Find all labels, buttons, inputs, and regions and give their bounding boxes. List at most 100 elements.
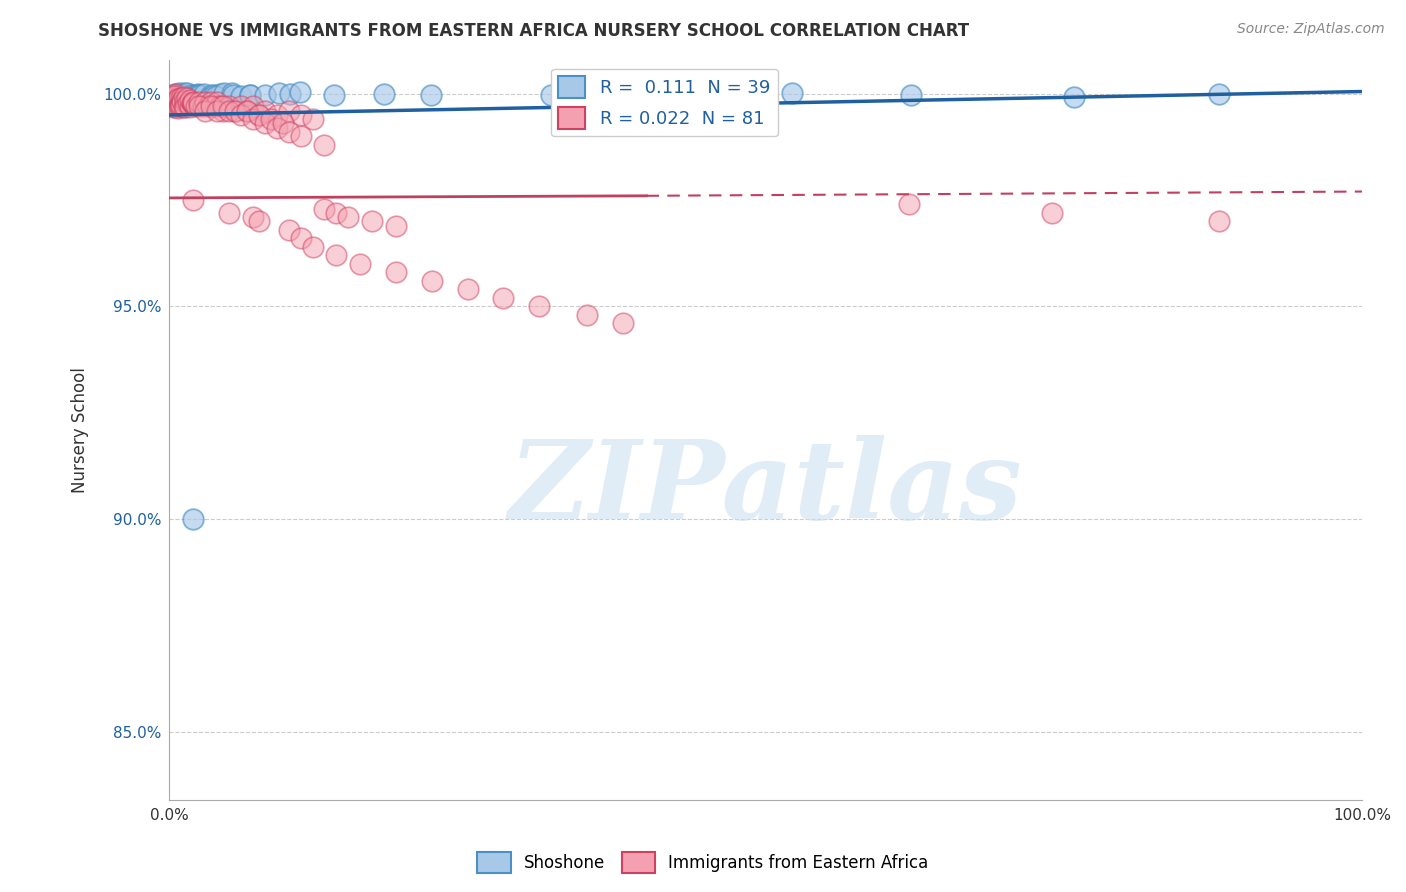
- Point: [492, 291, 515, 305]
- Point: [266, 120, 288, 135]
- Point: [162, 100, 184, 114]
- Point: [325, 248, 347, 262]
- Point: [159, 96, 181, 111]
- Point: [169, 96, 191, 111]
- Point: [198, 91, 221, 105]
- Point: [172, 89, 194, 103]
- Point: [218, 99, 240, 113]
- Point: [325, 206, 347, 220]
- Point: [1063, 90, 1085, 104]
- Point: [323, 87, 346, 102]
- Point: [204, 88, 226, 103]
- Point: [166, 92, 188, 106]
- Point: [1040, 206, 1063, 220]
- Point: [160, 99, 183, 113]
- Point: [271, 116, 294, 130]
- Point: [194, 103, 217, 118]
- Point: [173, 90, 195, 104]
- Point: [165, 87, 187, 101]
- Point: [900, 87, 922, 102]
- Point: [183, 87, 205, 102]
- Text: Source: ZipAtlas.com: Source: ZipAtlas.com: [1237, 22, 1385, 37]
- Point: [208, 99, 231, 113]
- Point: [180, 96, 202, 111]
- Point: [181, 97, 204, 112]
- Point: [242, 99, 264, 113]
- Point: [361, 214, 384, 228]
- Point: [181, 193, 204, 207]
- Point: [163, 87, 186, 101]
- Point: [197, 99, 219, 113]
- Point: [224, 103, 246, 118]
- Point: [658, 89, 681, 103]
- Point: [349, 257, 371, 271]
- Point: [200, 99, 222, 113]
- Point: [163, 88, 186, 103]
- Point: [301, 240, 323, 254]
- Point: [242, 112, 264, 127]
- Point: [167, 99, 190, 113]
- Point: [165, 95, 187, 109]
- Point: [173, 86, 195, 100]
- Point: [575, 308, 598, 322]
- Point: [200, 87, 222, 102]
- Point: [229, 99, 252, 113]
- Point: [218, 103, 240, 118]
- Point: [205, 88, 228, 103]
- Point: [170, 87, 193, 102]
- Point: [188, 95, 211, 110]
- Point: [260, 112, 283, 127]
- Point: [229, 108, 252, 122]
- Point: [177, 95, 200, 110]
- Point: [163, 89, 186, 103]
- Point: [169, 99, 191, 113]
- Point: [314, 137, 336, 152]
- Point: [167, 95, 190, 110]
- Point: [205, 95, 228, 110]
- Point: [247, 108, 270, 122]
- Point: [169, 86, 191, 100]
- Point: [160, 90, 183, 104]
- Point: [1208, 87, 1230, 102]
- Point: [194, 95, 217, 110]
- Point: [173, 95, 195, 109]
- Point: [301, 112, 323, 127]
- Point: [247, 214, 270, 228]
- Point: [176, 90, 198, 104]
- Point: [165, 100, 187, 114]
- Point: [277, 103, 299, 118]
- Point: [170, 95, 193, 109]
- Point: [180, 88, 202, 103]
- Point: [612, 317, 634, 331]
- Point: [780, 86, 803, 100]
- Point: [247, 108, 270, 122]
- Point: [420, 274, 443, 288]
- Point: [167, 101, 190, 115]
- Point: [540, 88, 562, 103]
- Point: [170, 95, 193, 109]
- Text: ZIPatlas: ZIPatlas: [509, 435, 1022, 543]
- Point: [897, 197, 920, 211]
- Point: [193, 87, 215, 101]
- Point: [181, 96, 204, 111]
- Point: [385, 219, 408, 233]
- Point: [373, 87, 395, 102]
- Point: [212, 86, 235, 100]
- Point: [278, 87, 301, 101]
- Point: [253, 116, 276, 130]
- Point: [181, 512, 204, 526]
- Point: [236, 103, 259, 118]
- Point: [385, 265, 408, 279]
- Point: [212, 99, 235, 113]
- Point: [179, 93, 201, 107]
- Point: [163, 87, 186, 102]
- Point: [170, 91, 193, 105]
- Legend: R =  0.111  N = 39, R = 0.022  N = 81: R = 0.111 N = 39, R = 0.022 N = 81: [551, 69, 778, 136]
- Point: [277, 125, 299, 139]
- Point: [188, 88, 211, 103]
- Point: [209, 87, 232, 101]
- Point: [290, 129, 312, 144]
- Point: [176, 86, 198, 100]
- Point: [266, 108, 288, 122]
- Point: [267, 86, 290, 100]
